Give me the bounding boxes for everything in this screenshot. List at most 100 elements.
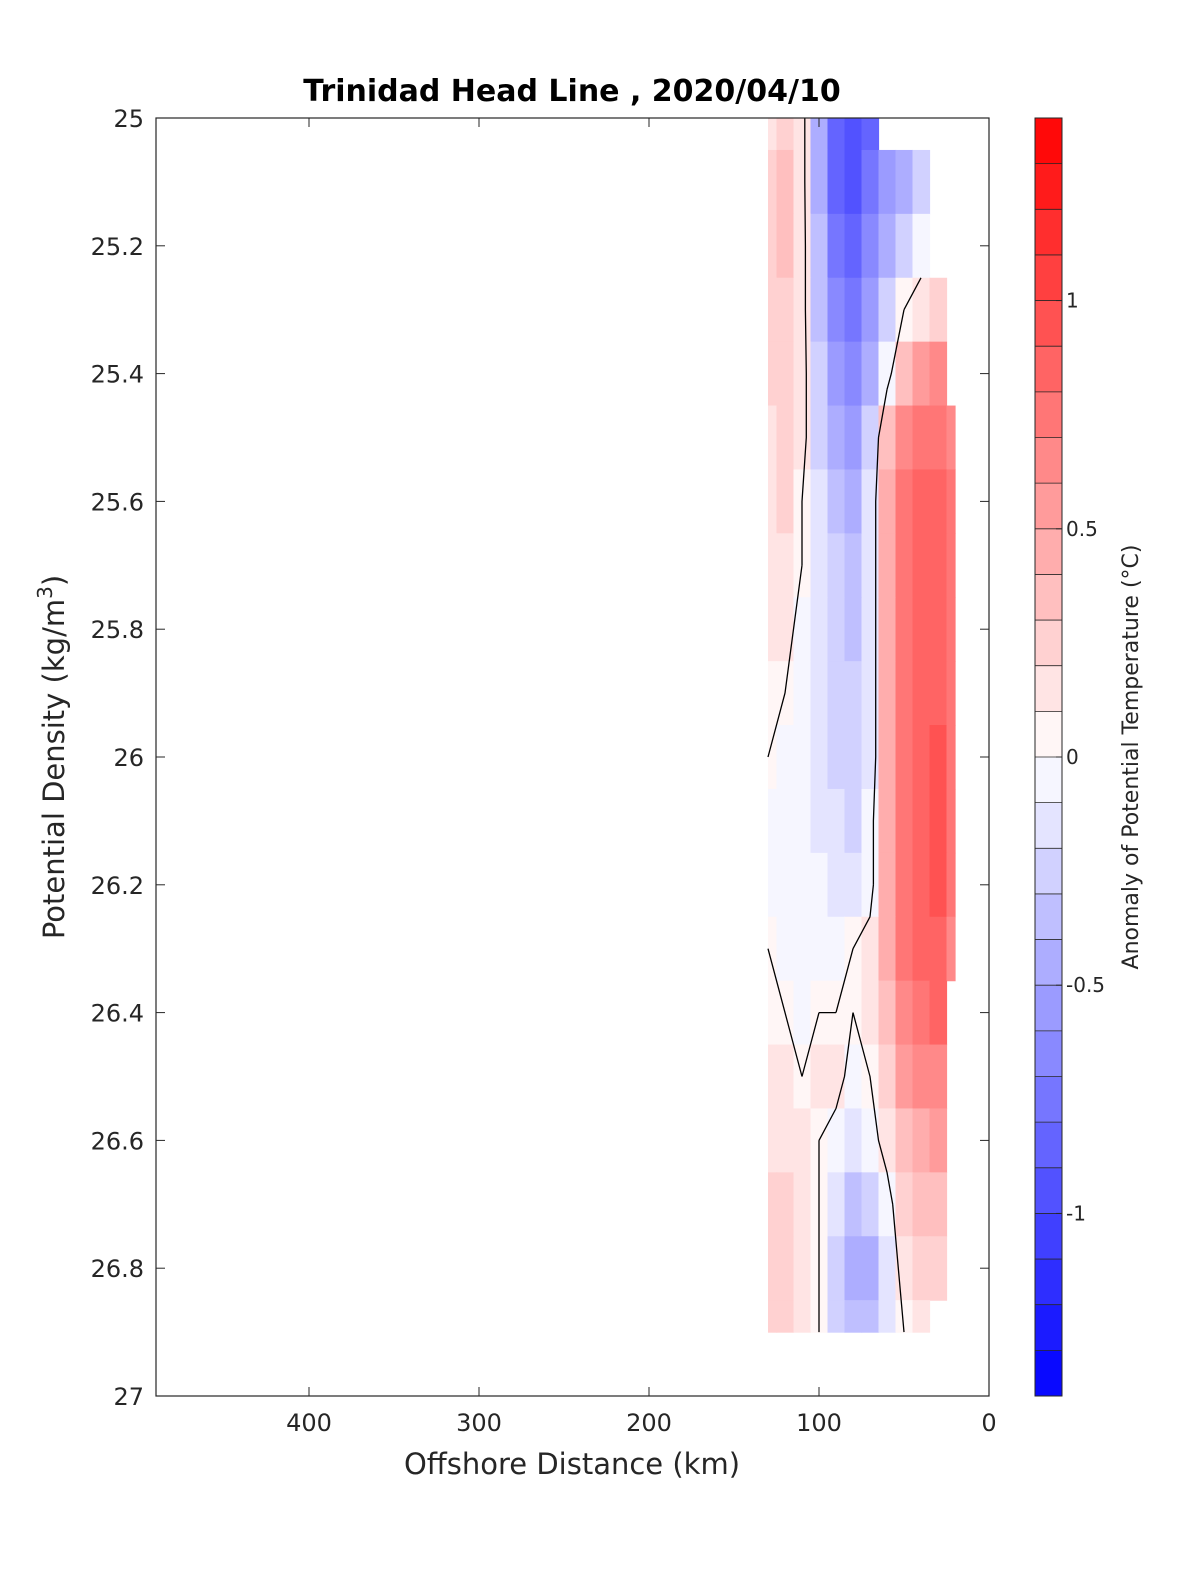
- colorbar-bin: [1035, 1076, 1062, 1123]
- contour-cell: [793, 852, 812, 918]
- contour-cell: [827, 213, 846, 279]
- contour-cell: [768, 1300, 778, 1333]
- contour-cell: [878, 916, 897, 982]
- contour-cell: [895, 1172, 914, 1237]
- contour-cell: [827, 916, 846, 982]
- contour-cell: [776, 118, 795, 151]
- contour-cell: [929, 661, 948, 726]
- contour-cell: [861, 149, 880, 215]
- contour-cell: [768, 852, 778, 918]
- contour-cell: [776, 788, 795, 854]
- contour-cell: [844, 469, 863, 534]
- colorbar-bin: [1035, 346, 1062, 393]
- contour-cell: [929, 1044, 948, 1110]
- y-axis-label-text: Potential Density (kg/m: [37, 599, 71, 939]
- contour-cell: [844, 213, 863, 279]
- colorbar-tick-label: 0: [1066, 745, 1079, 769]
- contour-cell: [929, 788, 948, 854]
- contour-cell: [912, 1300, 931, 1333]
- contour-cell: [844, 1044, 863, 1110]
- x-tick-label: 300: [456, 1409, 502, 1437]
- contour-cell: [929, 1108, 948, 1173]
- contour-cell: [844, 1236, 863, 1301]
- contour-cell: [878, 661, 897, 726]
- y-tick-label: 26.6: [91, 1127, 144, 1155]
- colorbar-tick-label: -1: [1066, 1201, 1086, 1225]
- contour-cell: [861, 597, 880, 662]
- contour-cell: [768, 213, 778, 279]
- colorbar-bin: [1035, 665, 1062, 712]
- colorbar-bin: [1035, 437, 1062, 484]
- contour-cell: [810, 469, 829, 534]
- colorbar-bin: [1035, 1030, 1062, 1077]
- y-tick-label: 25.8: [91, 616, 144, 644]
- y-tick-label: 26.8: [91, 1255, 144, 1283]
- contour-cell: [929, 405, 948, 471]
- colorbar-bin: [1035, 1259, 1062, 1306]
- contour-cell: [912, 1172, 931, 1237]
- contour-cell: [776, 405, 795, 471]
- contour-cell: [861, 788, 880, 854]
- y-axis-label-superscript: 3: [33, 586, 57, 599]
- x-axis-label: Offshore Distance (km): [404, 1447, 740, 1481]
- contour-cell: [895, 1044, 914, 1110]
- contour-cell: [844, 1300, 863, 1333]
- colorbar-tick-label: 1: [1066, 289, 1079, 313]
- contour-cell: [793, 788, 812, 854]
- contour-cell: [912, 852, 931, 918]
- contour-cell: [810, 341, 829, 407]
- contour-cell: [793, 725, 812, 790]
- contour-cell: [827, 597, 846, 662]
- contour-cell: [912, 533, 931, 598]
- y-tick-label: 27: [113, 1383, 144, 1411]
- contour-cell: [946, 788, 956, 854]
- contour-cell: [878, 597, 897, 662]
- contour-cell: [810, 277, 829, 343]
- contour-cell: [929, 916, 948, 982]
- contour-cell: [827, 788, 846, 854]
- contour-cell: [810, 149, 829, 215]
- contour-cell: [912, 725, 931, 790]
- contour-cell: [776, 277, 795, 343]
- x-tick-label: 0: [981, 1409, 996, 1437]
- contour-cell: [810, 118, 829, 151]
- contour-cell: [912, 597, 931, 662]
- contour-cell: [878, 1108, 897, 1173]
- contour-cell: [810, 533, 829, 598]
- contour-cell: [878, 213, 897, 279]
- contour-cell: [946, 852, 956, 918]
- contour-cell: [878, 788, 897, 854]
- contour-cell: [793, 916, 812, 982]
- contour-cell: [844, 1172, 863, 1237]
- contour-cell: [768, 277, 778, 343]
- contour-cell: [895, 980, 914, 1046]
- contour-cell: [946, 405, 956, 471]
- contour-cell: [912, 277, 931, 343]
- contour-cell: [827, 341, 846, 407]
- colorbar-bin: [1035, 1304, 1062, 1351]
- colorbar-tick-label: 0.5: [1066, 517, 1098, 541]
- contour-cell: [810, 916, 829, 982]
- contour-cell: [776, 149, 795, 215]
- contour-cell: [776, 213, 795, 279]
- contour-cell: [827, 725, 846, 790]
- contour-cell: [895, 661, 914, 726]
- contour-cell: [776, 1300, 795, 1333]
- colorbar-bin: [1035, 711, 1062, 758]
- contour-cell: [793, 149, 812, 215]
- contour-cell: [929, 852, 948, 918]
- colorbar-bin: [1035, 985, 1062, 1032]
- contour-cell: [929, 725, 948, 790]
- colorbar-bin: [1035, 1122, 1062, 1169]
- contour-cell: [878, 852, 897, 918]
- contour-cell: [768, 725, 778, 790]
- contour-cell: [895, 916, 914, 982]
- colorbar-bin: [1035, 300, 1062, 347]
- contour-cell: [827, 1172, 846, 1237]
- contour-cell: [878, 1300, 897, 1333]
- y-tick-label: 26.4: [91, 1000, 144, 1028]
- contour-cell: [793, 597, 812, 662]
- contour-cell: [793, 980, 812, 1046]
- contour-cell: [827, 277, 846, 343]
- colorbar-tick-label: -0.5: [1066, 973, 1105, 997]
